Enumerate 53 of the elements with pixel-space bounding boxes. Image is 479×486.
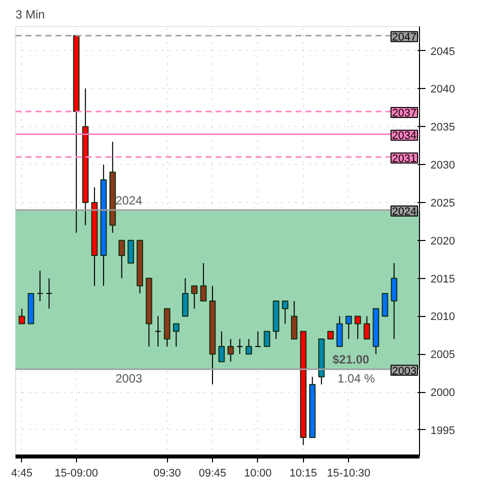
x-tick-label: 09:45 (198, 468, 226, 480)
ref-line-label: 2047 (392, 32, 417, 44)
x-tick-label: 4:45 (11, 468, 33, 480)
y-tick-label: 2015 (430, 273, 455, 286)
candlestick (128, 240, 134, 264)
y-tick-label: 2045 (430, 46, 455, 58)
ref-line-label: 2037 (392, 107, 417, 120)
ref-line-label: 2003 (392, 365, 417, 378)
y-tick-label: 2035 (430, 122, 455, 134)
ref-line-label: 2031 (392, 152, 417, 165)
candlestick (182, 278, 188, 317)
candlestick (382, 292, 388, 317)
candlestick (236, 338, 243, 355)
candlestick (46, 278, 52, 310)
candlestick (264, 330, 270, 348)
x-tick-label: 10:00 (244, 468, 272, 480)
candlestick (200, 262, 207, 302)
y-tick-label: 1995 (430, 424, 455, 437)
x-tick-label: 15-10:30 (326, 468, 370, 480)
y-tick-label: 2010 (430, 311, 455, 324)
annotation: 2003 (116, 372, 143, 386)
candlestick (172, 323, 180, 348)
candlestick (336, 316, 343, 348)
candlestick (345, 316, 352, 340)
candlestick (246, 338, 252, 355)
y-tick-label: 2020 (430, 235, 455, 248)
candlestick (118, 240, 125, 279)
candlestick (218, 330, 225, 362)
candlestick (364, 316, 370, 340)
candlestick (354, 316, 361, 340)
candlestick (191, 285, 198, 310)
candlestick (36, 270, 44, 302)
chart-title: 3 Min (16, 8, 45, 22)
y-tick-label: 2000 (430, 387, 455, 400)
annotation: $21.00 (332, 352, 370, 366)
ref-line-label: 2024 (392, 206, 417, 218)
x-tick-label: 10:15 (290, 468, 318, 480)
y-tick-label: 2005 (430, 349, 455, 362)
candlestick (227, 338, 234, 362)
annotation: 1.04 % (338, 372, 376, 386)
y-tick-label: 2025 (430, 197, 455, 210)
ref-line-label: 2034 (392, 130, 417, 142)
candlestick (254, 330, 262, 348)
candlestick (390, 262, 398, 340)
x-tick-label: 15-09:00 (54, 468, 98, 480)
y-tick-label: 2030 (430, 160, 455, 172)
annotation: 2024 (116, 194, 143, 208)
candlestick (290, 300, 298, 340)
candlestick (154, 316, 162, 348)
x-tick-label: 09:30 (153, 468, 181, 480)
candlestick (18, 308, 26, 324)
y-tick-label: 2040 (430, 84, 455, 96)
candlestick (282, 300, 288, 324)
